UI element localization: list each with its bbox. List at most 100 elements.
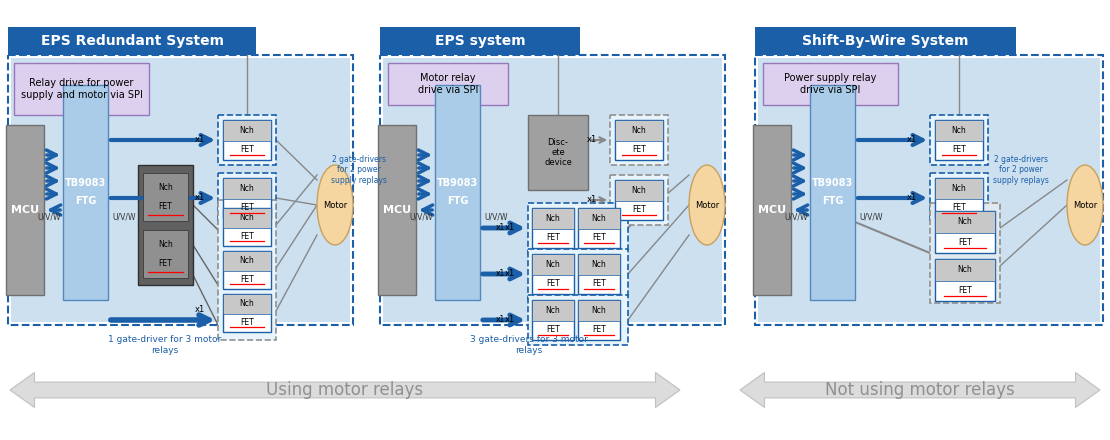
Text: Relay drive for power
supply and motor via SPI: Relay drive for power supply and motor v… (21, 78, 142, 100)
Text: EPS Redundant System: EPS Redundant System (41, 34, 224, 48)
Text: FET: FET (159, 259, 172, 268)
Bar (578, 208, 620, 248)
Bar (578, 208, 620, 229)
Bar (223, 294, 271, 314)
Text: U/V/W: U/V/W (484, 213, 507, 222)
Text: FET: FET (240, 203, 254, 212)
Bar (935, 211, 995, 253)
Bar (758, 58, 1100, 322)
Bar (8, 27, 256, 55)
Bar (755, 27, 1016, 55)
Text: Power supply relay
drive via SPI: Power supply relay drive via SPI (785, 73, 877, 95)
Text: FET: FET (546, 325, 559, 334)
Ellipse shape (689, 165, 725, 245)
Text: U/V/W: U/V/W (112, 213, 135, 222)
Text: Not using motor relays: Not using motor relays (825, 381, 1015, 399)
Bar (223, 120, 271, 160)
Bar (578, 300, 620, 340)
Text: Disc-
ete
device: Disc- ete device (544, 138, 572, 167)
Bar (528, 203, 628, 253)
Text: Nch: Nch (632, 126, 646, 135)
Bar (532, 300, 574, 340)
Text: Nch: Nch (158, 183, 173, 192)
Bar (380, 55, 725, 325)
Text: 1 gate-driver for 3 motor
relays: 1 gate-driver for 3 motor relays (108, 335, 221, 355)
Bar (755, 55, 1103, 325)
Text: FET: FET (958, 238, 972, 246)
Bar (578, 254, 620, 294)
Bar (223, 208, 271, 228)
Text: FET: FET (592, 233, 606, 242)
Bar (615, 120, 663, 141)
Text: Nch: Nch (592, 214, 606, 223)
Bar (532, 300, 574, 321)
Bar (930, 173, 988, 223)
Text: 2 gate-drivers
for 2 power
supply replays: 2 gate-drivers for 2 power supply replay… (331, 155, 387, 185)
Bar (379, 125, 416, 295)
Polygon shape (10, 373, 680, 407)
Bar (615, 180, 663, 220)
Text: Nch: Nch (546, 260, 561, 269)
Text: x1: x1 (495, 315, 505, 324)
Bar (63, 85, 108, 300)
Bar (528, 115, 588, 190)
Text: TB9083: TB9083 (437, 177, 478, 187)
Text: FET: FET (952, 203, 966, 212)
Text: U/V/W: U/V/W (859, 213, 882, 222)
Text: FET: FET (958, 286, 972, 294)
Bar (935, 120, 983, 141)
Text: x1: x1 (495, 224, 505, 232)
Bar (14, 63, 149, 115)
Bar (578, 300, 620, 321)
Text: FET: FET (546, 279, 559, 288)
Bar (532, 208, 574, 229)
Bar (223, 120, 271, 141)
Text: Nch: Nch (240, 213, 254, 222)
Bar (753, 125, 791, 295)
Bar (615, 180, 663, 201)
Bar (528, 249, 628, 299)
Text: FTG: FTG (447, 195, 468, 205)
Bar (8, 55, 353, 325)
Text: FET: FET (592, 279, 606, 288)
Bar (223, 251, 271, 289)
Text: Nch: Nch (546, 306, 561, 315)
Bar (935, 178, 983, 218)
Text: x1: x1 (505, 224, 515, 232)
Bar (615, 120, 663, 160)
Text: x1: x1 (907, 194, 917, 202)
Polygon shape (740, 373, 1100, 407)
Bar (380, 27, 581, 55)
Bar (935, 259, 995, 301)
Text: Nch: Nch (240, 299, 254, 308)
Bar (218, 173, 276, 223)
Bar (930, 203, 1000, 303)
Bar (763, 63, 898, 105)
Bar (935, 211, 995, 233)
Text: x1: x1 (907, 136, 917, 144)
Text: Nch: Nch (951, 184, 967, 193)
Bar (223, 178, 271, 218)
Bar (223, 178, 271, 199)
Text: MCU: MCU (758, 205, 786, 215)
Text: Nch: Nch (546, 214, 561, 223)
Text: Motor: Motor (323, 201, 347, 209)
Text: x1: x1 (495, 269, 505, 279)
Text: Motor: Motor (1073, 201, 1097, 209)
Bar (528, 295, 628, 345)
Text: MCU: MCU (383, 205, 411, 215)
Text: FET: FET (240, 275, 254, 284)
Bar (935, 178, 983, 199)
Bar (218, 115, 276, 165)
Bar (578, 254, 620, 275)
Text: Motor relay
drive via SPI: Motor relay drive via SPI (417, 73, 478, 95)
Text: x1: x1 (587, 136, 597, 144)
Text: FET: FET (240, 318, 254, 326)
Text: Shift-By-Wire System: Shift-By-Wire System (803, 34, 969, 48)
Text: FTG: FTG (821, 195, 844, 205)
Text: U/V/W: U/V/W (38, 213, 61, 222)
Text: TB9083: TB9083 (811, 177, 854, 187)
Text: FET: FET (546, 233, 559, 242)
Text: FET: FET (159, 202, 172, 211)
Bar (935, 259, 995, 281)
